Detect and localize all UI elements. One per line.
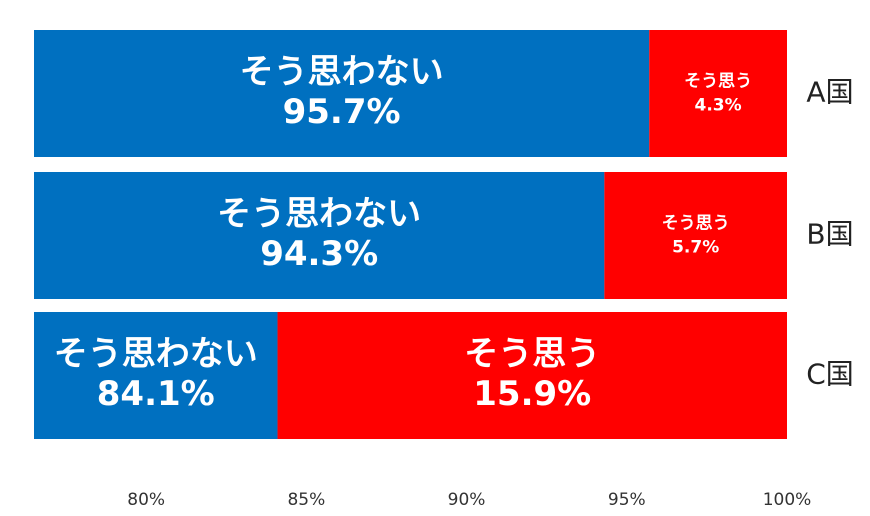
category-label: C国 [806, 358, 854, 391]
value-label: 4.3% [695, 96, 742, 116]
x-tick-label: 95% [608, 490, 646, 510]
x-tick-label: 85% [287, 490, 325, 510]
segment-name: そう思わない [217, 194, 421, 234]
plot-area [34, 30, 787, 439]
segment-name: そう思わない [54, 334, 258, 374]
category-label: B国 [806, 218, 853, 251]
bar-segment [604, 172, 787, 299]
segment-name: そう思う [662, 214, 730, 234]
bar-segment [649, 30, 787, 157]
x-tick-label: 90% [448, 490, 486, 510]
bar-segment [34, 312, 278, 439]
bar-segment [277, 312, 787, 439]
category-label: A国 [806, 76, 853, 109]
x-tick-label: 100% [763, 490, 812, 510]
value-label: 84.1% [97, 374, 215, 414]
value-label: 95.7% [283, 92, 401, 132]
segment-name: そう思う [464, 334, 600, 374]
value-label: 5.7% [672, 238, 719, 258]
segment-name: そう思わない [240, 52, 444, 92]
x-tick-label: 80% [127, 490, 165, 510]
segment-name: そう思う [684, 72, 752, 92]
bar-segment [34, 172, 605, 299]
bar-segment [34, 30, 650, 157]
value-label: 15.9% [473, 374, 591, 414]
value-label: 94.3% [260, 234, 378, 274]
